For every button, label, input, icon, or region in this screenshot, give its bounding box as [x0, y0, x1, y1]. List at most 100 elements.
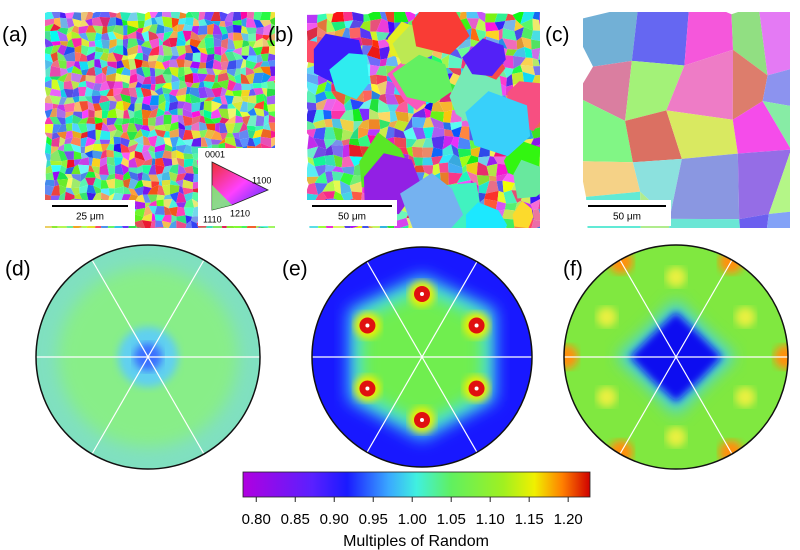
- grain: [60, 12, 67, 19]
- grain: [277, 90, 283, 95]
- grain: [496, 163, 508, 177]
- grain: [441, 54, 450, 69]
- grain: [182, 129, 194, 141]
- grain: [737, 149, 790, 220]
- grain: [60, 68, 69, 77]
- grain: [99, 59, 108, 69]
- grain: [92, 25, 103, 35]
- grain: [162, 74, 172, 84]
- grain: [486, 156, 498, 167]
- grain: [278, 200, 285, 206]
- grain: [270, 130, 275, 139]
- grain: [343, 12, 354, 22]
- grain: [99, 12, 111, 18]
- scale-bar-label: 50 μm: [338, 212, 366, 223]
- grain: [333, 154, 343, 168]
- grain: [51, 136, 61, 148]
- grain: [240, 12, 248, 20]
- grain: [71, 31, 82, 39]
- grain: [108, 188, 115, 196]
- grain: [497, 190, 507, 204]
- grain: [114, 163, 124, 176]
- grain: [461, 227, 463, 228]
- grain: [533, 208, 540, 221]
- grain: [182, 30, 192, 42]
- colorbar-tick-label: 1.20: [554, 511, 583, 528]
- grain: [312, 146, 327, 159]
- grain: [128, 150, 135, 161]
- grain: [439, 101, 453, 112]
- grain: [149, 105, 159, 111]
- grain: [156, 194, 166, 201]
- grain: [224, 51, 237, 62]
- grain: [349, 27, 361, 39]
- grain: [388, 120, 398, 129]
- pole-rim: [35, 244, 261, 470]
- grain: [154, 124, 166, 132]
- grain: [61, 159, 68, 169]
- scale-bar-label: 50 μm: [613, 212, 641, 223]
- grain: [205, 53, 215, 63]
- grain: [45, 152, 51, 161]
- grain: [141, 60, 150, 68]
- grain: [438, 162, 449, 173]
- grain: [163, 111, 172, 115]
- grain: [170, 46, 180, 57]
- grain: [100, 143, 110, 152]
- grain: [219, 122, 228, 134]
- grain: [348, 144, 364, 158]
- grain: [106, 149, 114, 158]
- grain: [539, 12, 540, 21]
- grain: [246, 229, 257, 235]
- grain: [114, 186, 124, 195]
- grain: [155, 74, 167, 85]
- grain: [466, 12, 480, 19]
- grain: [242, 115, 251, 126]
- grain: [148, 117, 157, 126]
- grain: [128, 58, 137, 71]
- grain: [113, 143, 122, 153]
- grain: [266, 95, 275, 105]
- grain: [412, 116, 427, 129]
- grain: [307, 81, 319, 95]
- grain: [222, 229, 228, 237]
- grain: [377, 99, 390, 113]
- grain: [466, 162, 478, 176]
- grain: [253, 19, 265, 29]
- grain: [339, 119, 354, 133]
- grain: [154, 135, 166, 148]
- grain: [246, 55, 257, 63]
- grain: [137, 44, 143, 54]
- panel-label: (c): [545, 24, 570, 47]
- grain: [404, 12, 416, 23]
- grain: [191, 102, 201, 113]
- grain: [94, 39, 103, 49]
- grain: [395, 111, 409, 123]
- grain: [52, 171, 60, 181]
- legend-label: 0001: [205, 149, 225, 159]
- grain: [122, 38, 129, 50]
- grain: [49, 65, 62, 77]
- grain: [122, 100, 131, 112]
- grain: [403, 127, 417, 140]
- grain: [85, 171, 96, 178]
- grain: [115, 12, 122, 20]
- grain: [494, 20, 506, 31]
- grain: [50, 185, 61, 196]
- grain: [207, 23, 215, 35]
- grain: [129, 73, 138, 84]
- grain: [63, 88, 74, 98]
- grain: [178, 185, 185, 195]
- grain: [142, 186, 152, 195]
- grain: [44, 228, 53, 236]
- grain: [45, 95, 53, 104]
- grain: [349, 181, 363, 193]
- grain: [148, 45, 160, 56]
- grain: [163, 206, 172, 216]
- grain: [505, 49, 518, 56]
- grain: [177, 101, 186, 109]
- grain: [183, 153, 194, 160]
- grain: [74, 45, 82, 54]
- grain: [45, 53, 53, 63]
- spot: [596, 387, 617, 407]
